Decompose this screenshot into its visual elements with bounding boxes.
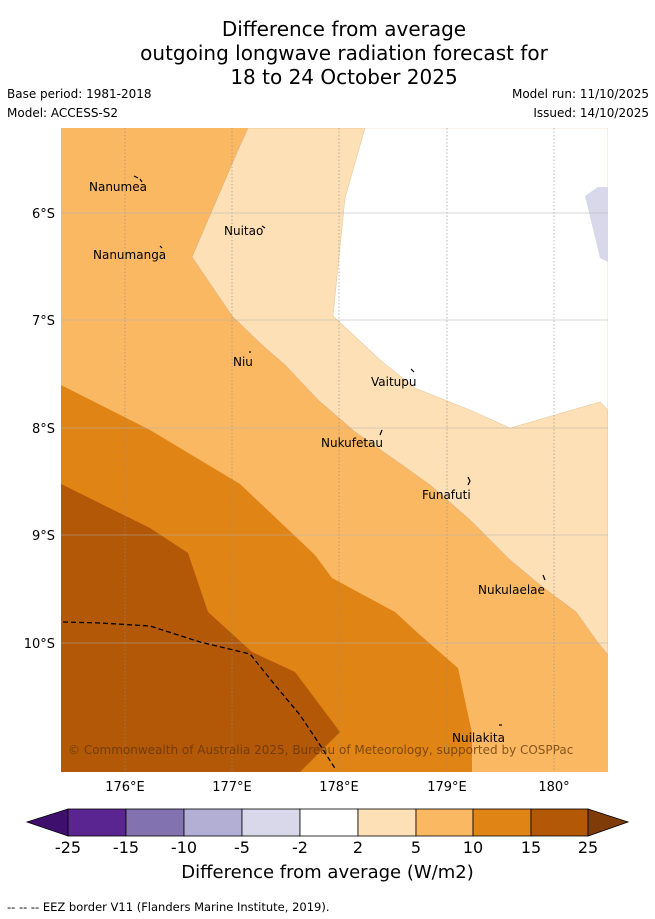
title-line-2: outgoing longwave radiation forecast for [140, 41, 548, 65]
graticule-lat [61, 212, 608, 644]
colorbar-label-minus25: -25 [55, 838, 81, 857]
colorbar-label-minus5: -5 [234, 838, 250, 857]
colorbar-swatch-9 [530, 808, 589, 837]
model-run: Model run: 11/10/2025 [511, 87, 649, 101]
lat-label-10s: 10°S [24, 637, 55, 652]
model-name: Model: ACCESS-S2 [7, 106, 119, 120]
colorbar-label-25: 25 [578, 838, 598, 857]
place-vaitupu: Vaitupu [371, 375, 417, 389]
colorbar-label-minus2: -2 [292, 838, 308, 857]
place-funafuti: Funafuti [422, 488, 471, 502]
place-nukulaelae: Nukulaelae [478, 583, 545, 597]
place-nuilakita: Nuilakita [452, 731, 505, 745]
colorbar-swatch-4 [241, 808, 301, 837]
colorbar-arrow-low [25, 808, 69, 837]
colorbar-swatch-3 [183, 808, 243, 837]
band-15-25 [61, 484, 340, 772]
colorbar-swatch-1 [67, 808, 127, 837]
place-nukufetau: Nukufetau [321, 436, 383, 450]
eez-legend-note: -- -- -- EEZ border V11 (Flanders Marine… [7, 900, 330, 914]
place-nanumea: Nanumea [89, 180, 147, 194]
place-niu: Niu [233, 355, 253, 369]
band-minus5-minus2 [585, 187, 608, 262]
lon-label-176: 176°E [105, 780, 145, 795]
colorbar-label-5: 5 [411, 838, 421, 857]
base-period: Base period: 1981-2018 [7, 87, 152, 101]
colorbar-swatch-8 [472, 808, 532, 837]
colorbar-title: Difference from average (W/m2) [181, 862, 474, 883]
title-line-3: 18 to 24 October 2025 [230, 65, 458, 89]
colorbar-label-10: 10 [463, 838, 483, 857]
colorbar-swatch-7 [415, 808, 474, 837]
graticule [124, 128, 555, 772]
island-markers [133, 175, 546, 726]
colorbar [25, 808, 630, 837]
issued-date: Issued: 14/10/2025 [533, 106, 649, 120]
colorbar-label-minus15: -15 [113, 838, 139, 857]
lat-label-6s: 6°S [32, 207, 55, 222]
lon-label-180: 180° [538, 780, 569, 795]
colorbar-swatch-2 [125, 808, 185, 837]
forecast-map: Nanumea Nuitao Nanumanga Niu Vaitupu Nuk… [24, 128, 630, 857]
colorbar-tick-labels: -25 -15 -10 -5 -2 2 5 10 15 25 [55, 838, 598, 857]
lon-label-178: 178°E [319, 780, 359, 795]
colorbar-label-minus10: -10 [171, 838, 197, 857]
colorbar-swatch-5 [299, 808, 359, 837]
colorbar-label-15: 15 [521, 838, 541, 857]
copyright-notice: © Commonwealth of Australia 2025, Bureau… [68, 743, 573, 757]
place-nanumanga: Nanumanga [93, 248, 166, 262]
place-nuitao: Nuitao [224, 224, 263, 238]
lon-label-177: 177°E [212, 780, 252, 795]
colorbar-swatch-6 [357, 808, 417, 837]
lat-label-8s: 8°S [32, 422, 55, 437]
lon-label-179: 179°E [427, 780, 467, 795]
lat-label-7s: 7°S [32, 314, 55, 329]
colorbar-label-2: 2 [353, 838, 363, 857]
title-line-1: Difference from average [221, 17, 467, 41]
colorbar-arrow-high [587, 808, 630, 837]
map-fill-layer [61, 128, 608, 772]
band-minus2-2 [332, 128, 608, 429]
lat-label-9s: 9°S [32, 529, 55, 544]
eez-border [62, 621, 337, 771]
